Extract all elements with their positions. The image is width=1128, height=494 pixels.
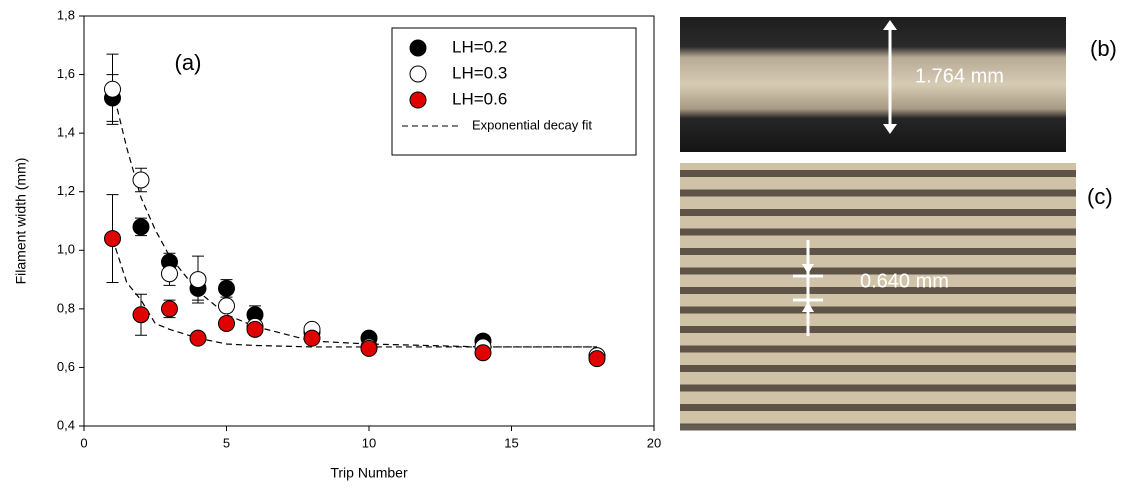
stripe xyxy=(680,170,1076,177)
stripe xyxy=(680,209,1076,216)
arrowhead xyxy=(883,124,897,134)
y-tick-label: 1,4 xyxy=(57,125,75,140)
legend-marker xyxy=(409,91,427,109)
y-tick-label: 1,2 xyxy=(57,183,75,198)
photo-c: 0.640 mm (c) xyxy=(680,163,1113,431)
stripe xyxy=(680,306,1076,314)
point xyxy=(246,320,264,338)
point xyxy=(218,279,235,297)
panel-label: (a) xyxy=(175,50,202,75)
y-axis-label: Filament width (mm) xyxy=(13,158,29,285)
stripe xyxy=(680,267,1076,275)
point xyxy=(161,300,178,318)
panel-label: (c) xyxy=(1087,184,1113,209)
y-tick-label: 1,0 xyxy=(57,242,75,257)
point xyxy=(132,218,150,236)
x-tick-label: 5 xyxy=(223,435,230,450)
legend-marker xyxy=(409,65,427,83)
panel-label: (b) xyxy=(1090,36,1117,61)
stripe xyxy=(680,287,1076,294)
point xyxy=(161,265,178,283)
point xyxy=(588,350,606,368)
legend-label: LH=0.2 xyxy=(452,37,507,56)
photo-b: 1.764 mm (b) xyxy=(680,17,1117,152)
arrowhead xyxy=(802,264,814,274)
x-tick-label: 20 xyxy=(647,435,661,450)
stripe xyxy=(680,326,1076,333)
y-tick-label: 0,6 xyxy=(57,359,75,374)
point xyxy=(360,339,378,357)
x-tick-label: 15 xyxy=(504,435,518,450)
legend-label: LH=0.3 xyxy=(452,63,507,82)
point xyxy=(218,315,235,332)
legend-box xyxy=(391,27,637,156)
stripe xyxy=(680,404,1076,411)
legend-label: LH=0.6 xyxy=(452,89,507,108)
fit-line xyxy=(111,89,597,348)
stripe xyxy=(680,365,1076,372)
stripes xyxy=(680,170,1076,431)
point xyxy=(189,329,207,347)
point xyxy=(303,329,321,347)
point xyxy=(474,344,492,362)
point xyxy=(104,230,121,248)
x-tick-label: 10 xyxy=(362,435,376,450)
arrowhead xyxy=(883,20,897,30)
point xyxy=(189,271,207,289)
arrowhead xyxy=(802,302,814,312)
x-tick-label: 0 xyxy=(80,435,87,450)
legend-marker xyxy=(409,39,427,57)
point xyxy=(132,171,150,189)
y-tick-label: 0,4 xyxy=(57,417,75,432)
x-axis-label: Trip Number xyxy=(330,465,408,481)
stripe xyxy=(680,345,1076,353)
point xyxy=(132,306,150,324)
stripe xyxy=(680,189,1076,197)
photo xyxy=(680,17,1066,152)
stripe xyxy=(680,423,1076,431)
plot: 0 5 10 15 20 0,4 0,6 0,8 1,0 1,2 1,4 1,6 1,8 Trip Num… xyxy=(13,7,662,480)
stripe xyxy=(680,248,1076,255)
stripe xyxy=(680,384,1076,392)
point xyxy=(218,297,235,315)
measure-label: 0.640 mm xyxy=(860,270,949,292)
point xyxy=(104,80,121,98)
legend-label: Exponential decay fit xyxy=(472,117,592,132)
stripe xyxy=(680,228,1076,236)
y-tick-label: 0,8 xyxy=(57,300,75,315)
measure-label: 1.764 mm xyxy=(915,65,1004,87)
y-tick-label: 1,8 xyxy=(57,7,75,22)
fit-line xyxy=(111,238,597,348)
y-tick-label: 1,6 xyxy=(57,66,75,81)
